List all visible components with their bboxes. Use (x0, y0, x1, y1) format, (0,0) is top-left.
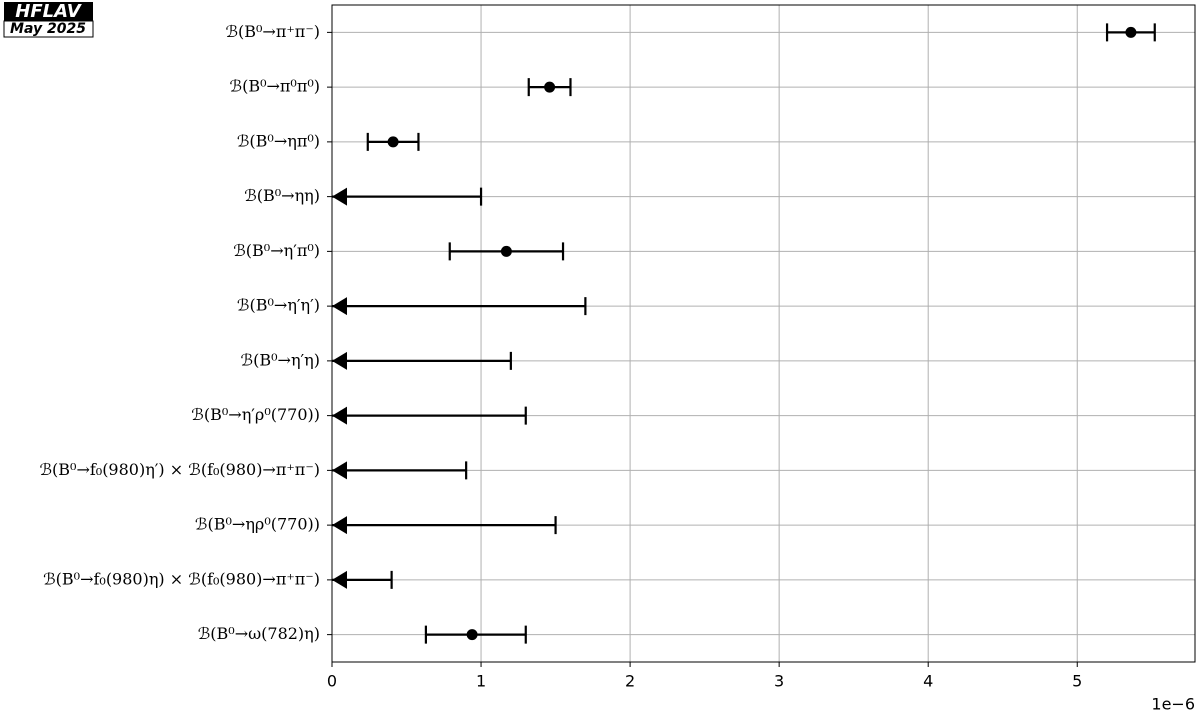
x-tick-label: 3 (774, 672, 784, 691)
x-tick-label: 5 (1072, 672, 1082, 691)
point (387, 136, 399, 148)
y-tick-label: ℬ(B⁰→η′η′) (237, 296, 320, 315)
x-offset-label: 1e−6 (1151, 695, 1195, 714)
y-tick-label: ℬ(B⁰→π⁰π⁰) (230, 77, 321, 96)
badge-date-box (3, 20, 94, 38)
point (500, 245, 512, 257)
x-tick-label: 0 (327, 672, 337, 691)
point (544, 81, 556, 93)
x-tick-label: 2 (625, 672, 635, 691)
limit-arrow (332, 351, 347, 370)
y-tick-label: ℬ(B⁰→ηπ⁰) (237, 131, 320, 150)
limit-arrow (332, 570, 347, 589)
plot-frame (331, 4, 1196, 663)
y-tick-label: ℬ(B⁰→η′ρ⁰(770)) (191, 405, 320, 424)
point (466, 629, 478, 641)
y-tick-label: ℬ(B⁰→ηη) (244, 186, 320, 205)
limit-arrow (332, 297, 347, 316)
y-tick-label: ℬ(B⁰→η′η) (241, 350, 320, 369)
limit-arrow (332, 406, 347, 425)
y-tick-label: ℬ(B⁰→π⁺π⁻) (225, 22, 320, 41)
x-tick-label: 4 (923, 672, 933, 691)
x-tick-label: 1 (476, 672, 486, 691)
y-tick-label: ℬ(B⁰→f₀(980)η) × ℬ(f₀(980)→π⁺π⁻) (43, 569, 320, 588)
limit-arrow (332, 461, 347, 480)
badge-title: HFLAV (15, 1, 83, 22)
y-tick-label: ℬ(B⁰→f₀(980)η′) × ℬ(f₀(980)→π⁺π⁻) (39, 460, 320, 479)
y-tick-label: ℬ(B⁰→η′π⁰) (233, 241, 320, 260)
point (1125, 26, 1137, 38)
y-tick-label: ℬ(B⁰→ω(782)η) (198, 624, 320, 643)
badge-box (4, 2, 93, 21)
limit-arrow (332, 187, 347, 206)
y-tick-label: ℬ(B⁰→ηρ⁰(770)) (195, 515, 320, 534)
limit-arrow (332, 516, 347, 535)
badge-date: May 2025 (10, 21, 86, 37)
